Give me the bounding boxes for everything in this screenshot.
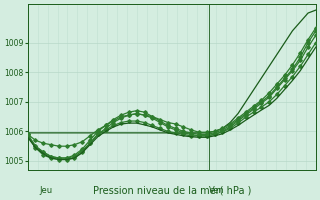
Text: Jeu: Jeu <box>39 186 52 195</box>
Text: Ven: Ven <box>209 186 225 195</box>
X-axis label: Pression niveau de la mer( hPa ): Pression niveau de la mer( hPa ) <box>92 186 251 196</box>
